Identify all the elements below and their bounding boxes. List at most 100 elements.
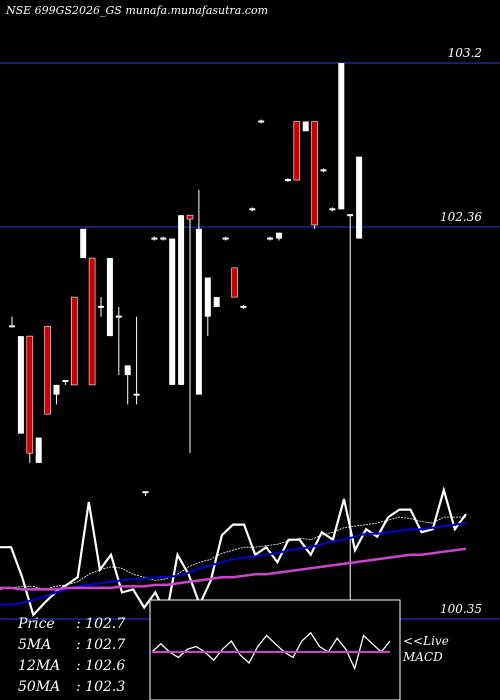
candle-body — [160, 237, 167, 240]
candle-body — [9, 325, 15, 328]
candle-body — [142, 491, 149, 494]
candle — [133, 316, 140, 405]
candle — [258, 119, 265, 124]
candle-body — [320, 169, 327, 172]
stat-50ma-label: 50MA — [18, 679, 61, 695]
candle — [320, 168, 327, 173]
candle — [26, 335, 34, 463]
candle-body — [186, 214, 194, 220]
candle — [240, 304, 247, 309]
stat-price: Price : 102.7 — [18, 614, 125, 635]
candle-body — [293, 121, 301, 181]
candle — [267, 236, 274, 241]
candle-body — [62, 379, 69, 382]
candle-body — [53, 384, 60, 395]
candle-body — [222, 237, 229, 240]
macd-box — [149, 599, 401, 700]
candle-body — [71, 296, 78, 386]
candle-body — [329, 208, 336, 211]
stat-price-value: 102.7 — [85, 616, 126, 632]
candle — [222, 236, 229, 241]
candle-body — [284, 179, 291, 182]
stat-5ma: 5MA : 102.7 — [18, 635, 125, 656]
moving-average-panel — [0, 485, 467, 619]
ma-line-ma_mid — [0, 522, 467, 606]
candle — [186, 214, 194, 454]
live-macd-label: <<Live MACD — [403, 633, 449, 665]
candle — [17, 336, 24, 434]
candle — [195, 189, 202, 395]
candle-body — [115, 315, 122, 318]
candle-body — [35, 437, 42, 463]
stat-12ma-value: 102.6 — [85, 658, 126, 674]
candle — [284, 178, 291, 183]
candle-body — [44, 326, 51, 415]
candle — [62, 379, 69, 385]
candle — [169, 238, 176, 385]
candle-body — [88, 257, 96, 386]
candle — [276, 232, 282, 241]
macd-line-macd — [151, 631, 391, 671]
price-level-label: 100.35 — [440, 602, 482, 616]
candle — [249, 207, 256, 212]
candle-body — [276, 232, 282, 239]
candle — [160, 236, 167, 241]
candle-body — [106, 258, 113, 337]
candle-body — [258, 120, 265, 123]
live-label-line2: MACD — [403, 650, 443, 664]
candle-body — [151, 237, 158, 240]
candle — [204, 277, 211, 337]
candle-body — [240, 305, 247, 308]
stat-50ma-value: 102.3 — [85, 679, 126, 695]
candle — [213, 297, 220, 307]
candle — [338, 63, 345, 210]
price-level-label: 102.36 — [440, 210, 482, 224]
candle-body — [178, 215, 185, 385]
chart-title: NSE 699GS2026_GS munafa.munafasutra.com — [6, 4, 269, 17]
candle-body — [249, 208, 256, 211]
candlestick-series — [9, 63, 363, 649]
candle — [178, 215, 185, 385]
stat-5ma-value: 102.7 — [85, 637, 126, 653]
stats-panel: Price : 102.7 5MA : 102.7 12MA : 102.6 5… — [18, 614, 125, 698]
candle-body — [98, 305, 104, 308]
candle-body — [195, 228, 202, 395]
candle-body — [347, 214, 354, 217]
candle — [88, 257, 96, 386]
price-level-label: 103.2 — [448, 46, 482, 60]
ma-line-ma_long — [0, 547, 467, 591]
candle — [302, 121, 309, 132]
candle — [53, 384, 60, 405]
candle — [329, 207, 336, 212]
candle — [44, 326, 51, 415]
candle — [80, 228, 87, 259]
candle-body — [133, 393, 140, 396]
live-label-line1: <<Live — [403, 634, 449, 648]
candle — [151, 236, 158, 241]
candle — [142, 491, 149, 497]
candle — [356, 156, 363, 239]
candle — [106, 258, 113, 337]
candle-body — [302, 121, 309, 132]
candle-body — [124, 365, 131, 376]
stat-5ma-label: 5MA — [18, 637, 52, 653]
ma-line-price — [0, 485, 467, 619]
stat-price-label: Price — [18, 616, 55, 632]
candle-body — [80, 228, 87, 259]
candle-body — [338, 63, 345, 210]
stat-12ma-label: 12MA — [18, 658, 61, 674]
candle — [231, 267, 238, 298]
candle — [71, 296, 78, 386]
candle — [115, 306, 122, 376]
stat-12ma: 12MA : 102.6 — [18, 656, 125, 677]
candle-body — [267, 237, 274, 240]
candle — [124, 365, 131, 405]
candle-body — [204, 277, 211, 317]
macd-panel — [149, 599, 401, 700]
candle — [98, 297, 104, 317]
candle — [293, 121, 301, 181]
candle-body — [26, 335, 34, 454]
candle — [311, 121, 318, 229]
